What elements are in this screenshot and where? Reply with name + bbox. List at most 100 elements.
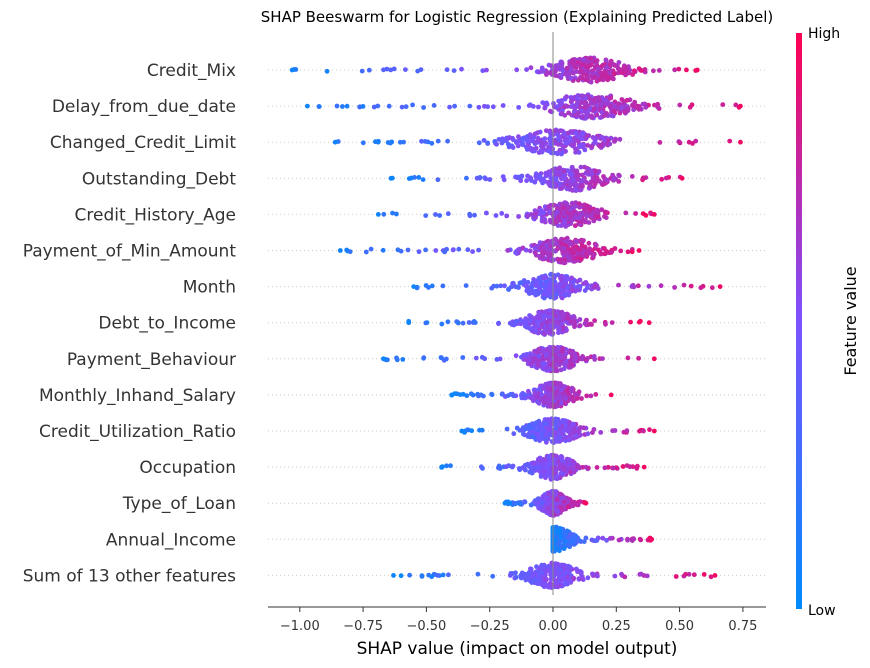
shap-point bbox=[659, 176, 665, 182]
shap-point bbox=[604, 111, 609, 116]
shap-point bbox=[524, 575, 530, 581]
shap-point bbox=[577, 219, 583, 225]
shap-point bbox=[525, 213, 530, 219]
shap-point bbox=[381, 67, 386, 73]
shap-point bbox=[635, 283, 641, 289]
shap-point bbox=[616, 282, 621, 288]
shap-point bbox=[539, 65, 545, 71]
shap-point bbox=[535, 496, 541, 502]
shap-point bbox=[500, 103, 506, 108]
shap-point bbox=[604, 73, 610, 79]
shap-point bbox=[507, 135, 513, 141]
shap-point bbox=[571, 462, 577, 467]
shap-point bbox=[573, 130, 579, 136]
shap-point bbox=[517, 501, 523, 507]
shap-point bbox=[577, 142, 583, 148]
shap-point bbox=[528, 566, 533, 572]
shap-point bbox=[484, 210, 489, 216]
shap-point bbox=[405, 247, 411, 253]
shap-point bbox=[624, 428, 630, 434]
shap-point bbox=[616, 537, 622, 543]
shap-point bbox=[593, 538, 599, 544]
shap-point-min bbox=[305, 103, 310, 109]
shap-point bbox=[524, 137, 529, 142]
shap-point bbox=[579, 136, 585, 142]
shap-point bbox=[334, 103, 340, 109]
shap-point bbox=[545, 324, 550, 330]
shap-point bbox=[599, 63, 605, 69]
shap-point bbox=[604, 64, 609, 70]
feature-row: Outstanding_Debt bbox=[82, 164, 766, 194]
shap-point-min bbox=[406, 320, 412, 326]
shap-point bbox=[573, 187, 579, 193]
shap-point bbox=[544, 397, 549, 403]
shap-point bbox=[530, 434, 536, 440]
shap-point bbox=[479, 354, 485, 360]
shap-point bbox=[545, 491, 551, 497]
shap-point bbox=[504, 426, 510, 432]
shap-point bbox=[600, 77, 606, 83]
shap-point bbox=[553, 355, 559, 361]
shap-point bbox=[440, 283, 446, 289]
shap-point bbox=[677, 102, 683, 108]
shap-point bbox=[572, 181, 578, 187]
shap-point bbox=[464, 393, 470, 399]
feature-row: Credit_Mix bbox=[147, 55, 766, 85]
shap-point bbox=[593, 242, 599, 248]
shap-point bbox=[579, 62, 585, 67]
shap-point bbox=[513, 250, 518, 255]
shap-point bbox=[589, 113, 594, 119]
shap-point bbox=[672, 67, 678, 73]
shap-point bbox=[446, 572, 451, 578]
shap-point bbox=[599, 207, 605, 213]
shap-point bbox=[646, 283, 652, 289]
shap-point bbox=[511, 431, 517, 437]
shap-point bbox=[612, 428, 618, 433]
shap-point bbox=[681, 282, 687, 288]
shap-point bbox=[587, 184, 593, 189]
shap-point bbox=[476, 393, 481, 399]
shap-point bbox=[569, 386, 575, 391]
shap-point bbox=[547, 108, 553, 114]
shap-point bbox=[514, 284, 520, 290]
shap-point bbox=[562, 135, 568, 141]
shap-point bbox=[522, 392, 528, 398]
shap-point bbox=[597, 115, 603, 120]
chart-title: SHAP Beeswarm for Logistic Regression (E… bbox=[261, 8, 773, 26]
feature-label: Credit_Mix bbox=[147, 61, 236, 81]
shap-point bbox=[629, 249, 635, 255]
shap-point bbox=[569, 275, 574, 281]
shap-point bbox=[612, 103, 618, 109]
shap-point bbox=[570, 59, 575, 65]
shap-point bbox=[582, 218, 588, 224]
shap-point bbox=[530, 358, 536, 364]
shap-point bbox=[589, 143, 595, 149]
shap-point bbox=[576, 177, 581, 182]
shap-point bbox=[532, 139, 538, 145]
shap-point bbox=[564, 250, 570, 256]
shap-point bbox=[433, 212, 438, 217]
shap-point bbox=[568, 129, 574, 135]
shap-point bbox=[605, 77, 611, 83]
feature-row: Type_of_Loan bbox=[122, 488, 766, 518]
shap-point bbox=[394, 211, 399, 217]
shap-point bbox=[572, 541, 577, 547]
shap-point bbox=[619, 104, 624, 110]
shap-point bbox=[578, 68, 584, 74]
shap-point bbox=[431, 103, 437, 108]
shap-point bbox=[587, 96, 593, 102]
shap-point bbox=[566, 257, 572, 263]
shap-point bbox=[481, 393, 486, 399]
shap-point bbox=[566, 437, 572, 443]
shap-point bbox=[523, 283, 528, 288]
shap-point bbox=[600, 73, 606, 79]
feature-label: Payment_of_Min_Amount bbox=[23, 242, 237, 262]
shap-point bbox=[557, 257, 562, 263]
shap-point bbox=[657, 140, 663, 145]
shap-point bbox=[549, 475, 555, 481]
shap-point bbox=[576, 201, 582, 207]
shap-point bbox=[602, 251, 607, 257]
shap-point bbox=[463, 283, 469, 288]
shap-point bbox=[610, 465, 616, 471]
shap-point bbox=[510, 463, 516, 469]
